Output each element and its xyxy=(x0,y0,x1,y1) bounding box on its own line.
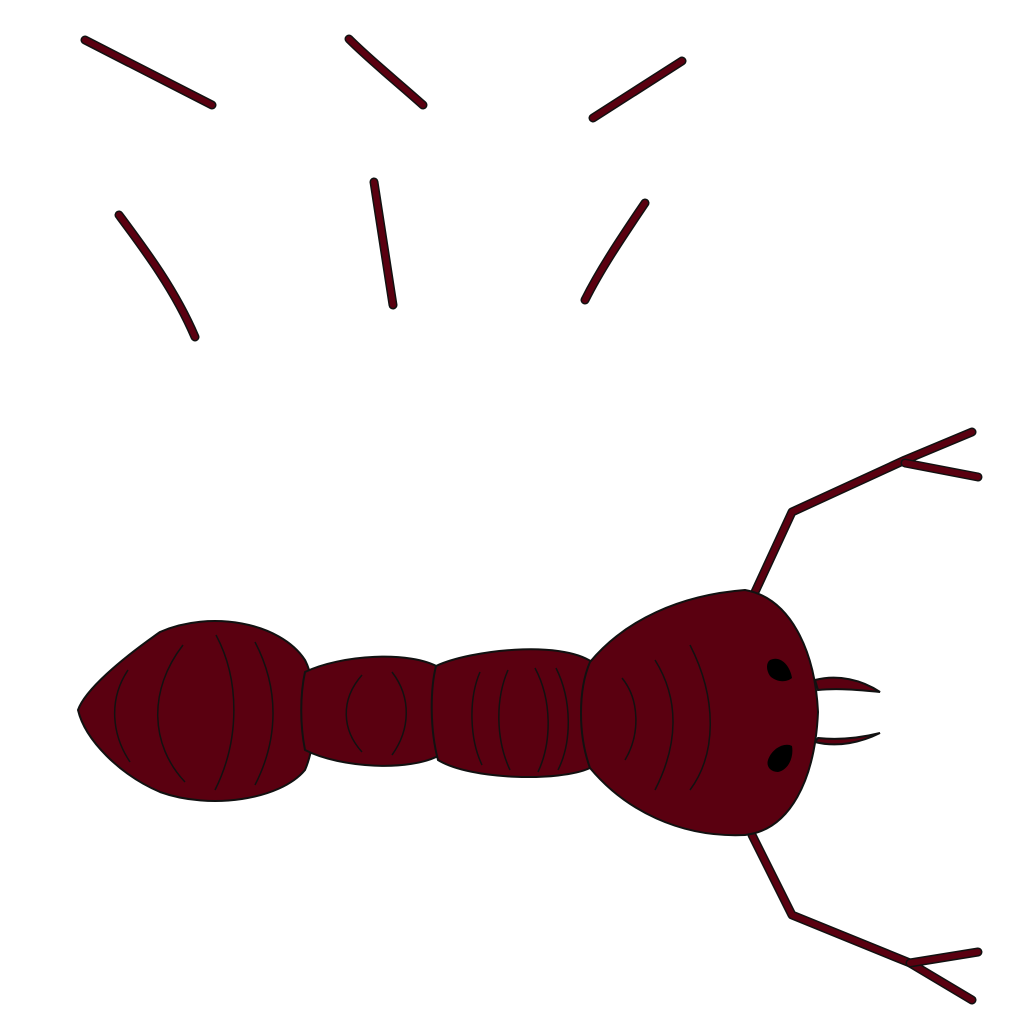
eyes xyxy=(767,658,793,772)
loose-legs xyxy=(80,34,687,342)
loose-leg-3-fill xyxy=(590,58,685,121)
head-line-2 xyxy=(654,659,674,791)
abdomen-line-3 xyxy=(214,634,235,791)
loose-leg-2-fill xyxy=(346,36,426,108)
thorax-line-4 xyxy=(555,667,569,771)
antenna-bottom-fill xyxy=(749,832,975,1003)
petiole xyxy=(300,655,447,767)
segment-details xyxy=(113,634,711,791)
antenna-top-fill xyxy=(752,429,975,595)
antenna-top-branch-fill xyxy=(902,460,981,480)
eye-bottom xyxy=(767,744,793,772)
thorax-line-2 xyxy=(498,669,511,771)
antenna-bottom xyxy=(747,830,977,1005)
antenna-top xyxy=(750,427,977,597)
thorax xyxy=(430,648,599,778)
head-line-1 xyxy=(621,677,637,761)
abdomen-line-4 xyxy=(254,641,274,786)
petiole-line-2 xyxy=(391,671,407,756)
loose-leg-1-fill xyxy=(82,37,215,108)
mandible-top xyxy=(813,676,881,693)
antennae xyxy=(747,427,983,1005)
head xyxy=(580,588,820,837)
head-line-3 xyxy=(689,644,711,791)
thorax-line-1 xyxy=(471,671,483,766)
eye-top xyxy=(767,658,792,682)
abdomen xyxy=(76,620,316,802)
mandible-bottom xyxy=(813,732,881,746)
antenna-bottom-branch-fill xyxy=(907,949,981,966)
abdomen-line-2 xyxy=(157,644,186,783)
loose-leg-5-fill xyxy=(371,179,396,308)
mandibles xyxy=(813,676,881,746)
petiole-line-1 xyxy=(345,674,363,753)
thorax-line-3 xyxy=(534,667,549,773)
ant-body xyxy=(76,588,820,837)
loose-leg-6-fill xyxy=(582,200,648,303)
loose-leg-4-fill xyxy=(116,212,198,340)
abdomen-line-1 xyxy=(113,669,131,763)
